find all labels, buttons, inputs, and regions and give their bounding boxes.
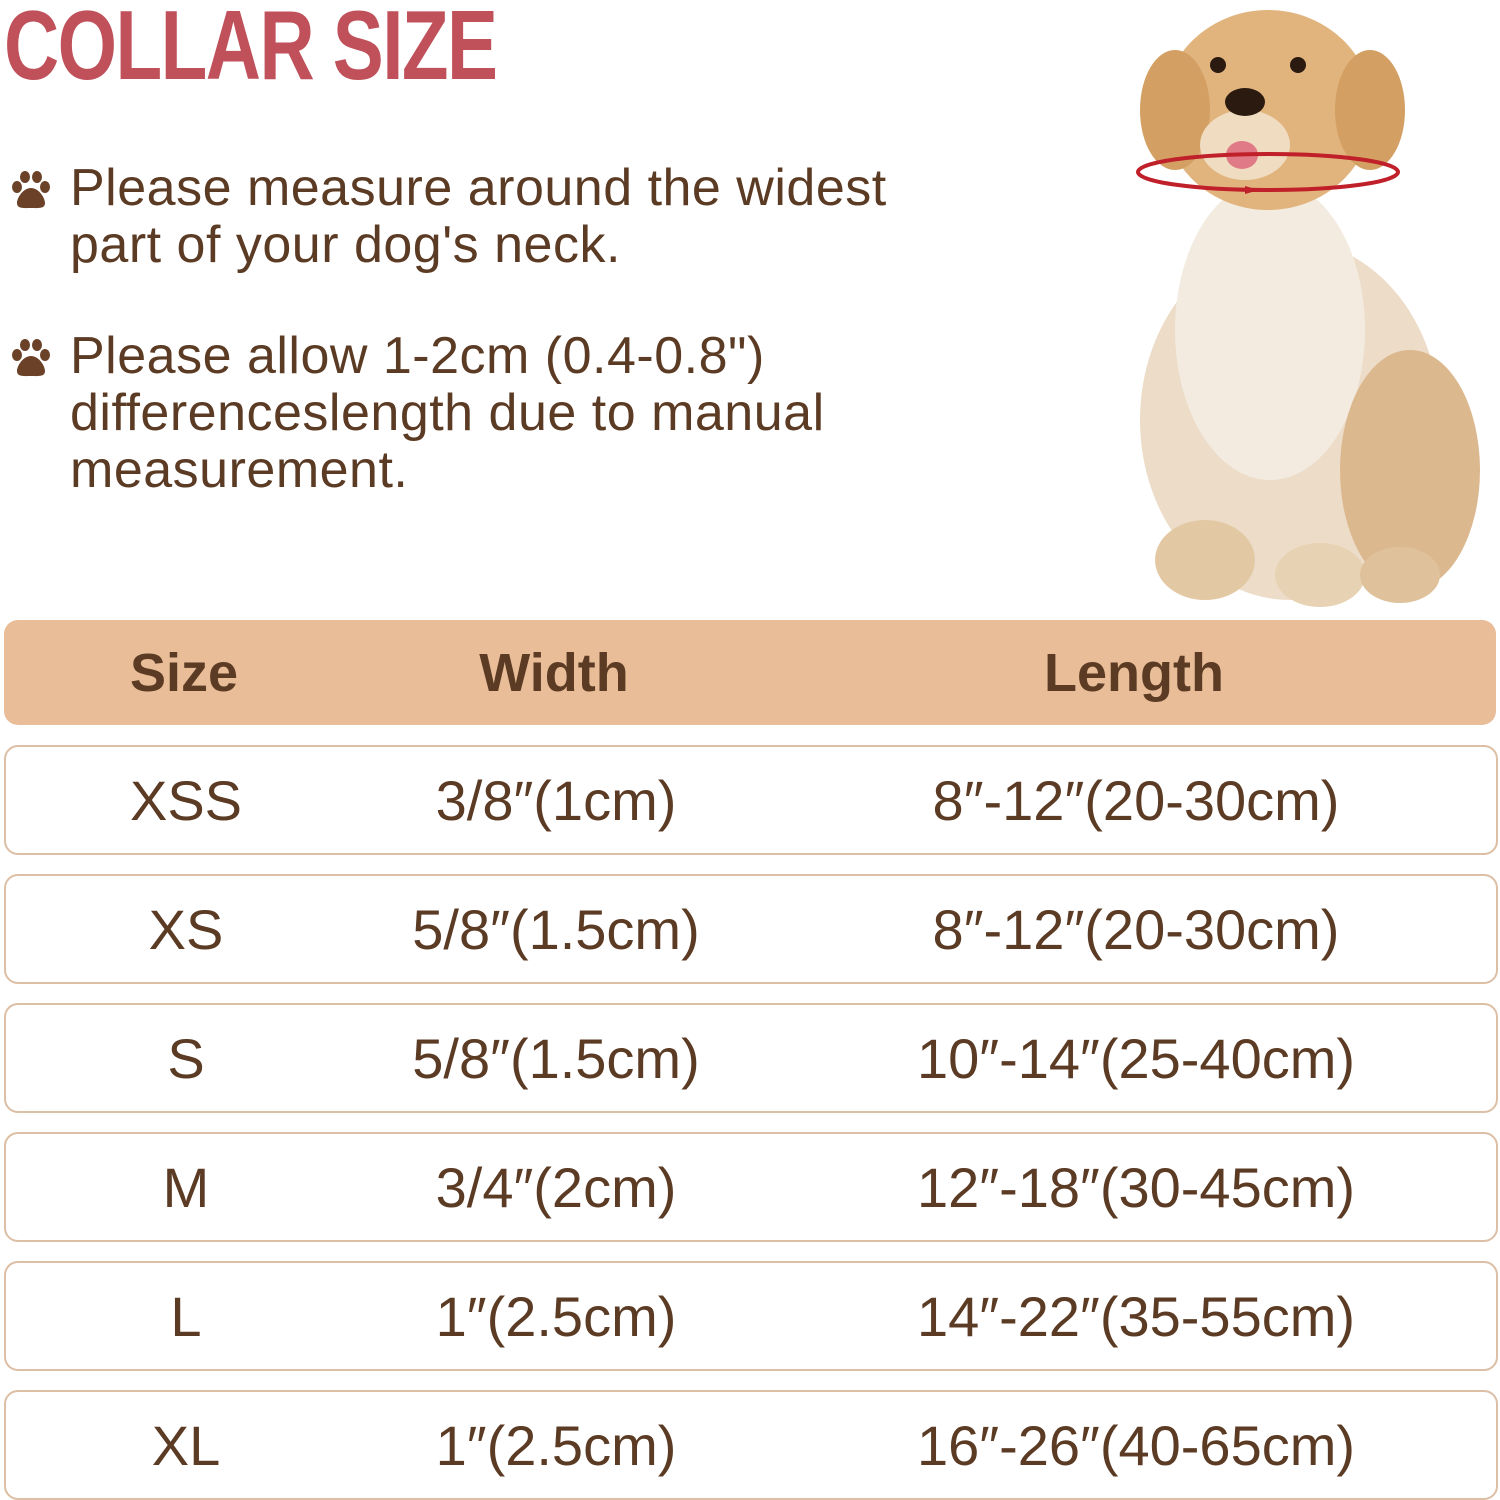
length-cell: 16″-26″(40-65cm) [916,1413,1356,1477]
bullet-measure: Please measure around the widest part of… [8,160,990,274]
paw-icon [12,339,50,377]
width-cell: 5/8″(1.5cm) [412,897,700,961]
size-cell: S [167,1026,205,1090]
page-title: COLLAR SIZE [4,0,498,100]
width-cell: 3/8″(1cm) [435,768,677,832]
bullet-text: Please allow 1-2cm (0.4-0.8") difference… [70,327,825,499]
width-cell: 1″(2.5cm) [435,1284,677,1348]
size-cell: XSS [129,768,243,832]
length-cell: 10″-14″(25-40cm) [916,1026,1356,1090]
table-header: Size Width Length [4,620,1496,725]
size-cell: XS [148,897,224,961]
size-cell: M [162,1155,210,1219]
table-row: XL 1″(2.5cm) 16″-26″(40-65cm) [4,1390,1498,1500]
header-width: Width [479,642,629,703]
length-cell: 8″-12″(20-30cm) [932,768,1340,832]
length-cell: 14″-22″(35-55cm) [916,1284,1356,1348]
table-row: M 3/4″(2cm) 12″-18″(30-45cm) [4,1132,1498,1242]
header-size: Size [129,642,239,703]
paw-icon [12,171,50,209]
table-row: L 1″(2.5cm) 14″-22″(35-55cm) [4,1261,1498,1371]
header-length: Length [1044,642,1224,703]
length-cell: 12″-18″(30-45cm) [916,1155,1356,1219]
width-cell: 3/4″(2cm) [435,1155,677,1219]
width-cell: 1″(2.5cm) [435,1413,677,1477]
size-cell: XL [151,1413,221,1477]
size-cell: L [170,1284,202,1348]
width-cell: 5/8″(1.5cm) [412,1026,700,1090]
length-cell: 8″-12″(20-30cm) [932,897,1340,961]
bullet-allowance: Please allow 1-2cm (0.4-0.8") difference… [8,328,930,499]
table-row: XS 5/8″(1.5cm) 8″-12″(20-30cm) [4,874,1498,984]
table-row: S 5/8″(1.5cm) 10″-14″(25-40cm) [4,1003,1498,1113]
table-row: XSS 3/8″(1cm) 8″-12″(20-30cm) [4,745,1498,855]
puppy-image [1136,10,1480,607]
bullet-text: Please measure around the widest part of… [70,159,887,274]
